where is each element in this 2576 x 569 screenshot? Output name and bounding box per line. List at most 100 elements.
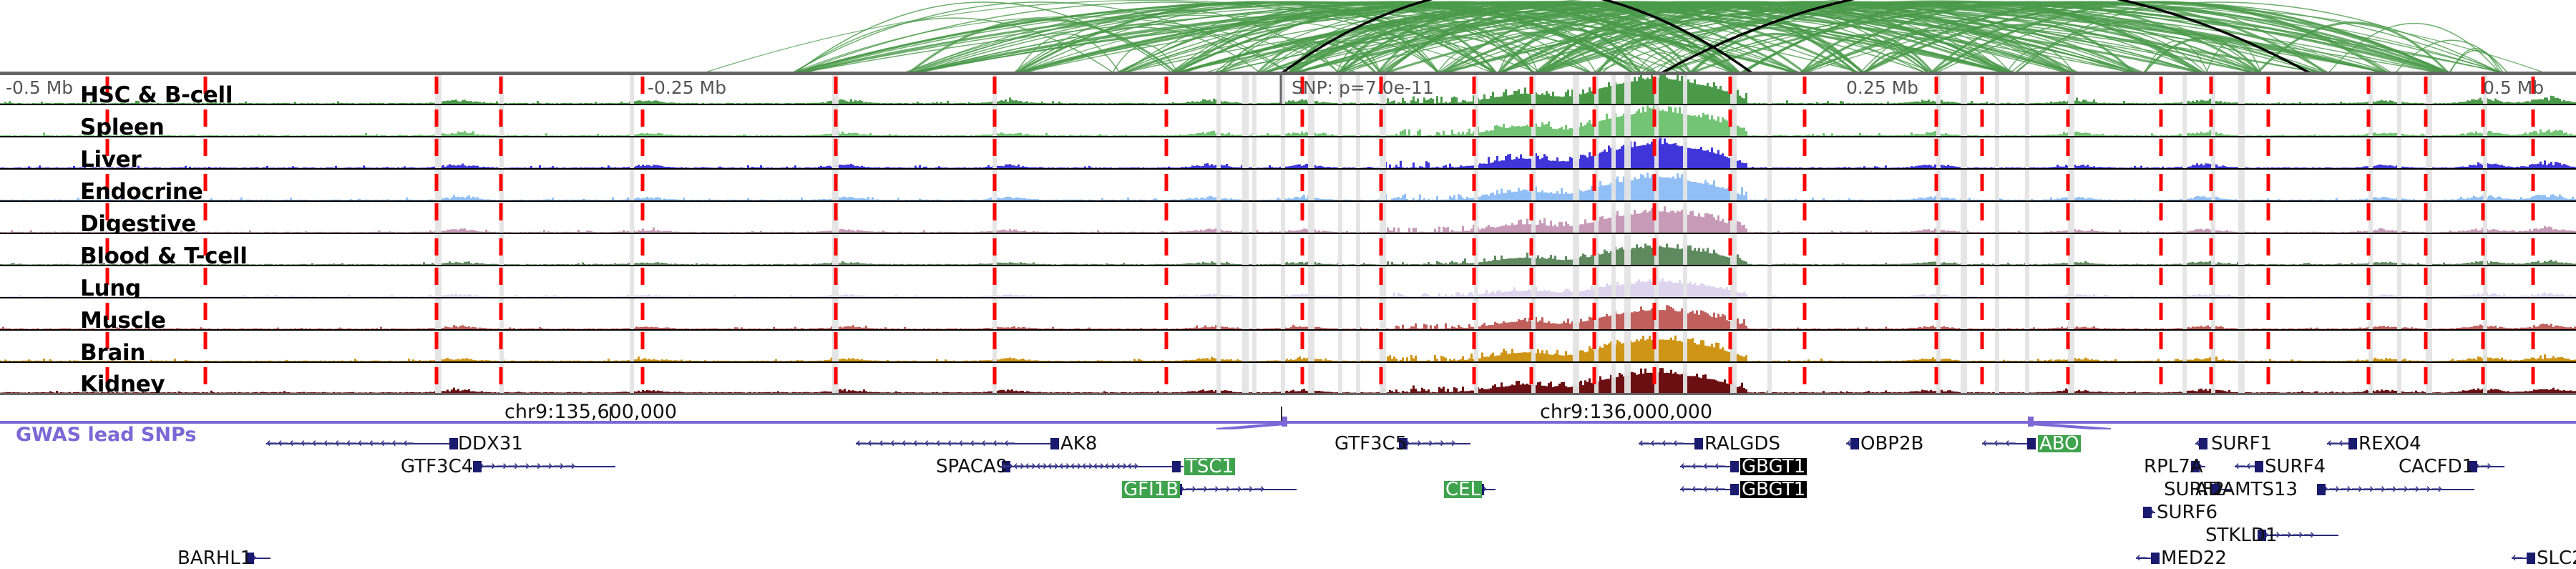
- gene-label-surf6[interactable]: SURF6: [2157, 502, 2218, 523]
- gene-label-stkld1[interactable]: STKLD1: [2205, 525, 2278, 546]
- axis-tick-label-1: -0.25 Mb: [648, 77, 727, 98]
- gene-label-barhl1[interactable]: BARHL1: [177, 548, 253, 569]
- signal-curve-6: [0, 278, 2576, 297]
- signal-curve-9: [0, 368, 2576, 393]
- gene-label-ddx31[interactable]: DDX31: [458, 433, 523, 454]
- track-row-9[interactable]: Kidney: [0, 363, 2576, 395]
- gene-label-spaca9[interactable]: SPACA9: [936, 456, 1008, 477]
- track-row-6[interactable]: Lung: [0, 266, 2576, 298]
- gene-exon-block: [2469, 461, 2477, 472]
- gene-label-rpl7a[interactable]: RPL7A: [2144, 456, 2203, 477]
- gene-strand-arrows: ←←←: [1982, 437, 2016, 450]
- axis-tick-label-2: SNP: p=7.0e-11: [1292, 77, 1434, 98]
- gene-transcript-line: [1680, 489, 1739, 490]
- gene-strand-arrows: ←←: [2327, 437, 2350, 450]
- gene-label-gtf3c4[interactable]: GTF3C4: [401, 456, 474, 477]
- gene-strand-arrows: →→→→→: [1399, 437, 1456, 450]
- gene-strand-arrows: ←←←←←←←←←←←←←: [266, 437, 414, 450]
- gwas-lead-snps-label: GWAS lead SNPs: [16, 424, 197, 446]
- gene-label-abo[interactable]: ABO: [2038, 433, 2081, 454]
- gene-transcript-line: [1639, 443, 1703, 444]
- gene-strand-arrows: ←←←←: [1680, 482, 1726, 496]
- gene-exon-block: [2143, 507, 2152, 518]
- track-row-5[interactable]: Blood & T-cell: [0, 234, 2576, 266]
- gene-label-cacfd1[interactable]: CACFD1: [2399, 456, 2474, 477]
- track-label-hsc-b-cell: HSC & B-cell: [80, 82, 233, 105]
- gene-transcript-line: [1399, 443, 1470, 444]
- track-label-liver: Liver: [80, 147, 142, 170]
- coordinate-label-right: chr9:136,000,000: [1540, 401, 1713, 423]
- coordinate-tick-right: [1281, 407, 1282, 421]
- track-label-endocrine: Endocrine: [80, 179, 203, 202]
- gene-label-obp2b[interactable]: OBP2B: [1860, 433, 1924, 454]
- gene-label-gtf3c5[interactable]: GTF3C5: [1335, 433, 1407, 454]
- gene-label-adamts13[interactable]: ADAMTS13: [2195, 479, 2298, 500]
- track-label-muscle: Muscle: [80, 308, 166, 331]
- signal-curve-1: [0, 105, 2576, 136]
- gene-label-rexo4[interactable]: REXO4: [2358, 433, 2421, 454]
- gene-label-ak8[interactable]: AK8: [1060, 433, 1098, 454]
- gene-transcript-line: [266, 443, 458, 444]
- gene-label-surf4[interactable]: SURF4: [2265, 456, 2326, 477]
- gene-label-med22[interactable]: MED22: [2161, 548, 2227, 569]
- signal-curve-7: [0, 305, 2576, 329]
- axis-tick-label-4: 0.5 Mb: [2483, 77, 2545, 98]
- gene-transcript-line: [2235, 466, 2263, 467]
- gene-transcript-line: [1002, 466, 1181, 467]
- gene-exon-block: [2211, 484, 2220, 495]
- signal-curve-2: [0, 137, 2576, 168]
- gene-transcript-line: [2211, 489, 2231, 490]
- track-row-2[interactable]: Liver: [0, 137, 2576, 170]
- gene-label-cel[interactable]: CEL: [1444, 479, 1483, 500]
- gene-label-surf1[interactable]: SURF1: [2211, 433, 2273, 454]
- coordinate-axis: chr9:135,600,000 chr9:136,000,000: [0, 395, 2576, 429]
- gene-transcript-line: [1680, 466, 1739, 467]
- gene-label-gbgt1[interactable]: GBGT1: [1740, 456, 1807, 477]
- gene-label-ralgds[interactable]: RALGDS: [1704, 433, 1780, 454]
- signal-curve-3: [0, 172, 2576, 200]
- gene-strand-arrows: ←←←←: [1680, 459, 1726, 473]
- track-row-7[interactable]: Muscle: [0, 298, 2576, 331]
- gene-annotation-panel: ←←←←←←←←←←←←←DDX31→→→→→→→→→GTF3C4→BARHL1…: [0, 429, 2576, 568]
- gene-exon-block: [2348, 438, 2357, 449]
- gene-exon-block: [1694, 438, 1703, 449]
- gene-exon-block: [2317, 484, 2326, 495]
- signal-curve-5: [0, 243, 2576, 265]
- arcs-svg: [0, 0, 2576, 74]
- signal-curve-8: [0, 335, 2576, 361]
- axis-tick-label-3: 0.25 Mb: [1846, 77, 1919, 98]
- gene-exon-block: [1730, 461, 1739, 472]
- gene-exon-block: [1172, 461, 1181, 472]
- signal-curve-0: [0, 75, 2576, 104]
- signal-tracks-panel: -0.5 Mb -0.25 Mb SNP: p=7.0e-11 0.25 Mb …: [0, 73, 2576, 395]
- gene-transcript-line: [473, 466, 615, 467]
- track-row-1[interactable]: Spleen: [0, 105, 2576, 137]
- gene-label-gfi1b[interactable]: GFI1B: [1122, 479, 1181, 500]
- gene-exon-block: [1050, 438, 1059, 449]
- track-label-blood-t-cell: Blood & T-cell: [80, 243, 248, 266]
- gene-transcript-line: [2258, 535, 2338, 536]
- coordinate-line: [0, 421, 2576, 424]
- track-row-0[interactable]: -0.5 Mb -0.25 Mb SNP: p=7.0e-11 0.25 Mb …: [0, 73, 2576, 105]
- gene-transcript-line: [2327, 443, 2357, 444]
- coordinate-tick-left: [610, 407, 611, 421]
- gene-exon-block: [1850, 438, 1859, 449]
- track-label-brain: Brain: [80, 340, 146, 363]
- gene-label-surf2[interactable]: SURF2: [2164, 479, 2225, 500]
- gene-label-slc2a6[interactable]: SLC2A6: [2537, 548, 2576, 569]
- gene-exon-block: [1399, 438, 1407, 449]
- track-row-3[interactable]: Endocrine: [0, 170, 2576, 202]
- gene-label-tsc1[interactable]: TSC1: [1184, 456, 1236, 477]
- gene-strand-arrows: →→→→→→→→: [1174, 482, 1265, 496]
- track-row-8[interactable]: Brain: [0, 331, 2576, 363]
- signal-curve-4: [0, 206, 2576, 233]
- track-row-4[interactable]: Digestive: [0, 202, 2576, 234]
- gene-transcript-line: [2317, 489, 2474, 490]
- gene-transcript-line: [2469, 466, 2504, 467]
- gene-exon-block: [2199, 438, 2207, 449]
- gwas-connectors: [235, 417, 2112, 429]
- gene-label-gbgt1[interactable]: GBGT1: [1740, 479, 1807, 500]
- gene-strand-arrows: ←←←←←←←←←←←←: [1002, 459, 1139, 473]
- track-label-kidney: Kidney: [80, 371, 165, 395]
